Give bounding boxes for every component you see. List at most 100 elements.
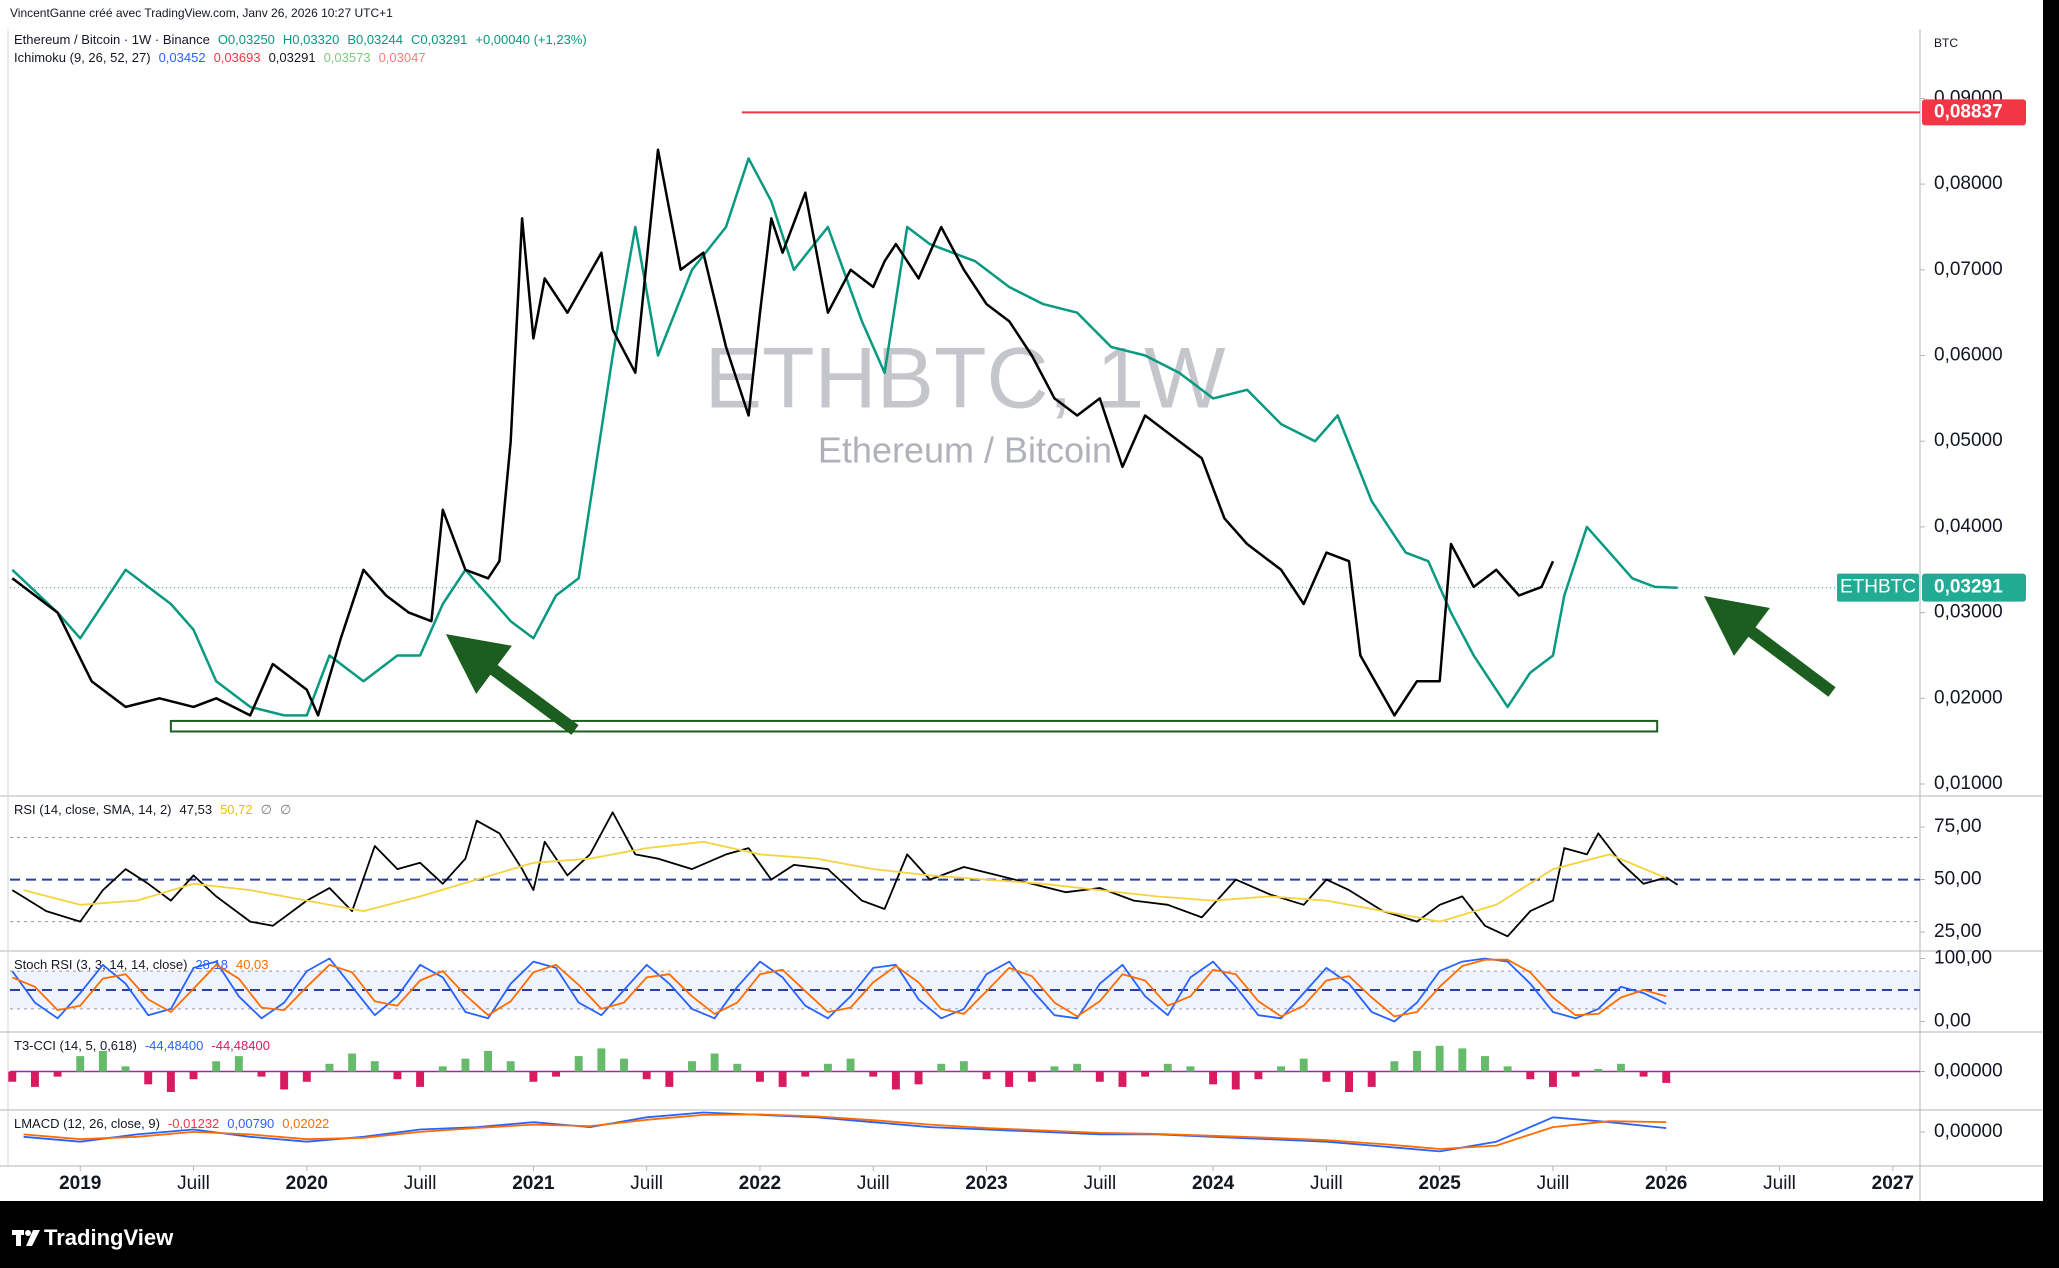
bar: [1616, 1063, 1625, 1072]
bar: [1594, 1068, 1603, 1072]
x-tick-label: 2027: [1872, 1173, 1914, 1194]
y-tick-label: 0,06000: [1934, 345, 2003, 366]
bar: [1435, 1045, 1444, 1072]
series-line: [11, 957, 1667, 1023]
y-tick-label: 0,05000: [1934, 430, 2003, 451]
bar: [1095, 1071, 1104, 1082]
bar: [53, 1071, 62, 1077]
x-tick-label: Juill: [1537, 1173, 1570, 1194]
y-tick-label: 0,01000: [1934, 773, 2003, 794]
bar: [1458, 1048, 1467, 1072]
series-line: [11, 157, 1678, 717]
bar: [121, 1066, 130, 1072]
bar: [506, 1061, 515, 1072]
x-tick-label: 2023: [965, 1173, 1007, 1194]
bar: [212, 1061, 221, 1072]
bar: [710, 1053, 719, 1072]
bar: [370, 1061, 379, 1072]
axis-unit: BTC: [1934, 36, 1958, 50]
x-tick-label: Juill: [1083, 1173, 1116, 1194]
x-tick-label: 2021: [512, 1173, 555, 1194]
brand: TradingView: [44, 1225, 174, 1250]
y-tick-label: 50,00: [1934, 869, 1982, 890]
y-tick-label: 25,00: [1934, 921, 1982, 942]
bar: [1118, 1071, 1127, 1087]
legend-item: -44,48400: [145, 1038, 204, 1053]
bar: [393, 1071, 402, 1080]
bar: [1639, 1071, 1648, 1077]
bar: [1662, 1071, 1671, 1083]
bar: [755, 1071, 764, 1082]
bar: [778, 1071, 787, 1087]
legend: LMACD (12, 26, close, 9) -0,01232 0,00790 0…: [14, 1116, 329, 1131]
bar: [1027, 1071, 1036, 1082]
bar: [1231, 1071, 1240, 1090]
series-line: [23, 1111, 1667, 1153]
bar: [1503, 1066, 1512, 1072]
bar: [234, 1056, 243, 1072]
bar: [1413, 1050, 1421, 1072]
legend-item: LMACD (12, 26, close, 9): [14, 1116, 160, 1131]
legend-item: 0,00790: [227, 1116, 274, 1131]
bar: [959, 1061, 968, 1072]
x-tick-label: 2019: [59, 1173, 101, 1194]
footer-bar: [0, 1201, 2059, 1268]
x-tick-label: Juill: [177, 1173, 210, 1194]
legend-item: Stoch RSI (3, 3, 14, 14, close): [14, 957, 187, 972]
bar: [461, 1058, 470, 1072]
legend: Ichimoku (9, 26, 52, 27) 0,03452 0,03693 0,…: [14, 50, 426, 65]
attribution: VincentGanne créé avec TradingView.com, …: [10, 6, 393, 20]
bar: [1186, 1066, 1195, 1072]
bar: [1209, 1071, 1218, 1085]
support-zone: [169, 719, 1659, 733]
legend-item: -0,01232: [168, 1116, 219, 1131]
legend-item: 47,53: [180, 802, 213, 817]
legend-item: 0,02022: [282, 1116, 329, 1131]
bar: [914, 1071, 923, 1085]
bar: [348, 1053, 357, 1072]
bar: [76, 1056, 85, 1072]
bar: [1005, 1071, 1014, 1087]
bar: [189, 1071, 198, 1080]
price-label-box: [1922, 573, 2026, 602]
symbol-label: ETHBTC: [1840, 577, 1916, 598]
series-line: [23, 1113, 1667, 1150]
x-tick-label: 2022: [739, 1173, 781, 1194]
legend: T3-CCI (14, 5, 0,618) -44,48400 -44,48400: [14, 1038, 270, 1053]
bar: [733, 1063, 742, 1072]
bar: [574, 1056, 583, 1072]
bar: [1548, 1071, 1557, 1087]
watermark-title: ETHBTC, 1W: [705, 331, 1226, 427]
bar: [891, 1071, 900, 1090]
symbol-label-box: [1837, 573, 1919, 602]
x-tick-label: Juill: [857, 1173, 890, 1194]
logo: [12, 1230, 40, 1246]
bar: [1163, 1063, 1172, 1072]
y-tick-label: 0,00000: [1934, 1061, 2003, 1082]
legend-item: 40,03: [236, 957, 269, 972]
bar: [1481, 1056, 1489, 1072]
bar: [552, 1071, 561, 1077]
x-tick-label: Juill: [1763, 1173, 1796, 1194]
legend-item: ∅: [280, 802, 291, 817]
bar: [257, 1071, 266, 1077]
bar: [325, 1063, 334, 1072]
y-tick-label: 0,08000: [1934, 173, 2003, 194]
legend-item: -44,48400: [211, 1038, 270, 1053]
bar: [1050, 1066, 1059, 1072]
series-line: [11, 148, 1555, 717]
y-tick-label: 0,07000: [1934, 259, 2003, 280]
series-line: [23, 840, 1667, 923]
bar: [1254, 1071, 1263, 1080]
bar: [302, 1071, 311, 1082]
legend-item: 0,03047: [379, 50, 426, 65]
legend-item: 0,03573: [324, 50, 371, 65]
plot-area: 0,01000 0,02000 0,03000 0,04000 0,05000 0,060…: [0, 29, 2043, 1201]
x-tick-label: Juill: [1310, 1173, 1343, 1194]
x-tick-label: 2020: [286, 1173, 328, 1194]
x-tick-label: Juill: [630, 1173, 663, 1194]
legend-item: 0,03291: [269, 50, 316, 65]
bar: [1571, 1071, 1580, 1077]
